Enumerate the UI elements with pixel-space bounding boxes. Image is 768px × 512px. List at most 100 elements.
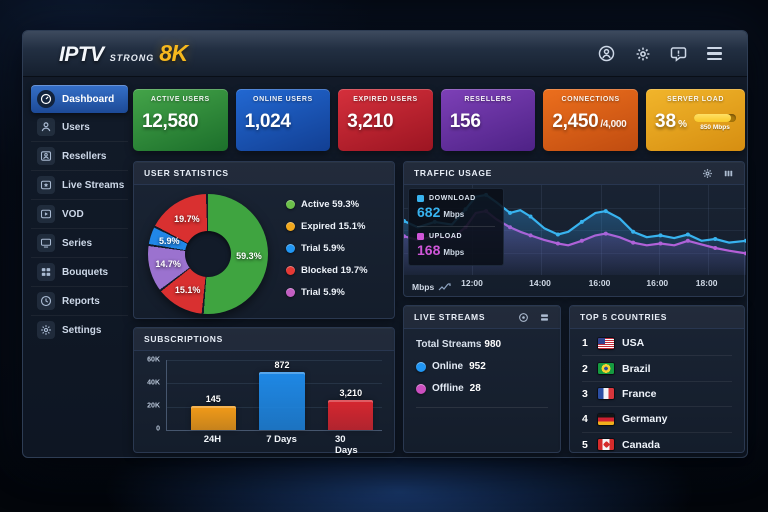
bar-7days <box>259 371 305 430</box>
upload-swatch <box>417 233 424 240</box>
country-row-brazil: 2 Brazil <box>582 356 732 382</box>
panel-title: SUBSCRIPTIONS <box>144 334 223 344</box>
sidebar-item-series[interactable]: Series <box>31 229 128 258</box>
canada-flag-icon <box>598 439 614 451</box>
logo-8k: 8K <box>159 40 188 66</box>
live-streams-star-icon <box>37 176 55 194</box>
menu-icon[interactable] <box>706 45 723 62</box>
stat-card-expired-users[interactable]: EXPIRED USERS 3,210 <box>338 89 433 151</box>
country-row-france: 3 France <box>582 382 732 408</box>
server-load-value-row: 38% 850 Mbps <box>655 111 737 133</box>
total-streams: Total Streams 980 <box>416 339 502 350</box>
divider <box>416 407 548 408</box>
chat-notification-icon[interactable] <box>670 45 687 62</box>
sidebar-item-label: Bouquets <box>62 266 109 278</box>
series-monitor-icon <box>37 234 55 252</box>
sidebar-item-reports[interactable]: Reports <box>31 287 128 316</box>
settings-gear-icon[interactable] <box>634 45 651 62</box>
chart-settings-gear-icon[interactable] <box>701 167 713 179</box>
server-load-sub: 850 Mbps <box>700 124 730 131</box>
subscriptions-x-axis: 24H 7 Days 30 Days <box>203 434 358 456</box>
top-header: IPTV STRONG 8K <box>23 31 747 77</box>
vod-play-icon <box>37 205 55 223</box>
donut-slice-label: 5.9% <box>158 235 180 246</box>
dashboard-gauge-icon <box>37 90 55 108</box>
sidebar-item-dashboard[interactable]: Dashboard <box>31 85 128 113</box>
sidebar-item-label: VOD <box>62 208 84 220</box>
donut-slice-label: 14.7% <box>155 258 181 269</box>
sidebar-item-settings[interactable]: Settings <box>31 316 128 344</box>
stat-card-resellers[interactable]: RESELLERS 156 <box>440 89 536 151</box>
stat-card-value: 156 <box>449 111 481 132</box>
sidebar-nav: Dashboard Users Resellers Live Streams V… <box>31 85 128 344</box>
donut-slice-label: 19.7% <box>174 213 200 224</box>
sidebar-item-live-streams[interactable]: Live Streams <box>31 171 128 200</box>
bar-value-label: 3,210 <box>339 387 363 398</box>
server-icon[interactable] <box>538 311 550 323</box>
sidebar-item-label: Users <box>62 121 90 133</box>
germany-flag-icon <box>598 413 614 425</box>
resellers-icon <box>37 147 55 165</box>
sidebar-item-bouquets[interactable]: Bouquets <box>31 258 128 287</box>
legend-item: Trial 5.9% <box>286 243 368 254</box>
stat-card-label: CONNECTIONS <box>561 96 620 103</box>
stat-card-value: 12,580 <box>142 111 199 132</box>
download-value: 682 <box>417 204 441 220</box>
stat-card-server-load[interactable]: SERVER LOAD 38% 850 Mbps <box>645 89 746 151</box>
stat-card-connections[interactable]: CONNECTIONS 2,450/4,000 <box>543 89 638 151</box>
sidebar-item-label: Dashboard <box>62 93 115 105</box>
panel-title: LIVE STREAMS <box>414 312 486 322</box>
usa-flag-icon <box>598 337 614 349</box>
legend-dot <box>286 244 295 253</box>
sidebar-item-vod[interactable]: VOD <box>31 200 128 229</box>
record-icon[interactable] <box>517 311 529 323</box>
traffic-usage-panel: TRAFFIC USAGE <box>403 161 746 297</box>
country-row-canada: 5 Canada <box>582 438 660 451</box>
donut-slice-label: 15.1% <box>174 284 201 295</box>
stat-card-active-users[interactable]: ACTIVE USERS 12,580 <box>133 89 228 151</box>
subscriptions-panel: SUBSCRIPTIONS 60K 40K 20K 0 145 872 3,21… <box>133 327 395 456</box>
app-logo: IPTV STRONG 8K <box>59 40 188 67</box>
legend-item: Trial 5.9% <box>286 287 368 298</box>
stat-card-label: ONLINE USERS <box>253 96 313 103</box>
bouquets-grid-icon <box>37 263 55 281</box>
header-actions <box>598 45 723 62</box>
legend-dot <box>286 222 295 231</box>
panel-title: USER STATISTICS <box>144 168 229 178</box>
sidebar-item-label: Resellers <box>62 150 107 162</box>
profile-icon[interactable] <box>598 45 615 62</box>
chart-columns-icon[interactable] <box>722 167 734 179</box>
stat-card-online-users[interactable]: ONLINE USERS 1,024 <box>235 89 331 151</box>
download-swatch <box>417 195 424 202</box>
bar-30days <box>328 399 374 430</box>
donut-slice-label: 59.3% <box>236 251 262 262</box>
legend-item: Active 59.3% <box>286 199 368 210</box>
subscriptions-bar-chart: 145 872 3,210 <box>166 360 382 431</box>
sidebar-item-label: Series <box>62 237 93 249</box>
legend-dot <box>286 266 295 275</box>
streams-offline-row: Offline 28 <box>416 383 548 394</box>
sidebar-item-label: Live Streams <box>62 179 125 191</box>
panel-title: TRAFFIC USAGE <box>414 168 493 178</box>
bar-value-label: 872 <box>274 359 290 370</box>
logo-iptv: IPTV <box>59 43 104 66</box>
legend-dot <box>286 288 295 297</box>
legend-dot <box>286 200 295 209</box>
bar-24h <box>190 405 236 430</box>
user-statistics-donut: 59.3% 15.1% 14.7% 5.9% 19.7% <box>148 194 268 314</box>
brazil-flag-icon <box>598 363 614 375</box>
bar-value-label: 145 <box>205 393 221 404</box>
stat-card-label: RESELLERS <box>464 96 512 103</box>
y-axis-unit-label: Mbps <box>412 282 452 292</box>
france-flag-icon <box>598 388 614 400</box>
stat-card-value: 3,210 <box>347 111 394 132</box>
donut-legend: Active 59.3% Expired 15.1% Trial 5.9% Bl… <box>286 199 368 298</box>
sidebar-item-label: Settings <box>62 324 102 336</box>
panel-title: TOP 5 COUNTRIES <box>580 312 668 322</box>
legend-item: Expired 15.1% <box>286 221 368 232</box>
users-icon <box>37 118 55 136</box>
top-countries-panel: TOP 5 COUNTRIES 1 USA 2 Brazil 3 France … <box>569 305 745 453</box>
sidebar-item-users[interactable]: Users <box>31 113 128 142</box>
donut-chart <box>148 194 268 314</box>
sidebar-item-resellers[interactable]: Resellers <box>31 142 128 171</box>
